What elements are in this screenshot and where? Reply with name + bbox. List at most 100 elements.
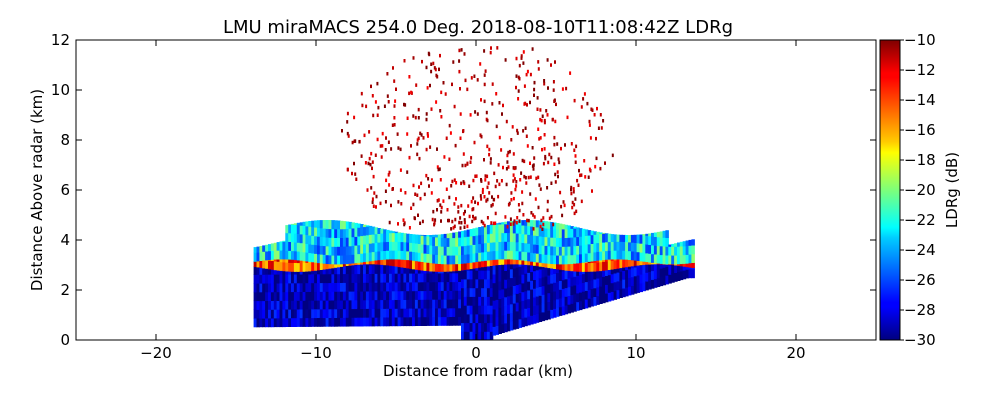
ldr-cell <box>268 259 272 270</box>
noise-echo <box>546 186 549 190</box>
noise-echo <box>508 149 511 154</box>
ldr-cell <box>256 291 260 302</box>
noise-echo <box>488 152 491 157</box>
ldr-cell <box>437 245 442 256</box>
ldr-cell <box>556 223 560 230</box>
ldr-cell <box>435 254 439 264</box>
noise-echo <box>393 123 396 127</box>
ldr-cell <box>593 296 597 306</box>
ldr-cell <box>259 251 263 261</box>
ldr-cell <box>584 262 589 272</box>
ldr-cell <box>365 226 370 236</box>
ldr-cell <box>656 268 661 279</box>
noise-echo <box>471 219 474 224</box>
ldr-cell <box>354 299 358 310</box>
ldr-cell <box>314 235 318 246</box>
ldr-cell <box>579 283 583 293</box>
noise-echo <box>416 138 419 142</box>
ldr-cell <box>538 266 543 270</box>
noise-echo <box>570 191 573 196</box>
ldr-cell <box>342 282 347 292</box>
ldr-cell <box>334 255 338 265</box>
ldr-cell <box>397 299 402 309</box>
noise-echo <box>371 94 374 98</box>
x-tick-label: −20 <box>140 344 172 362</box>
ldr-cell <box>561 297 566 307</box>
ldr-cell <box>443 237 448 247</box>
ldr-cell <box>293 259 298 263</box>
ldr-cell <box>276 317 281 328</box>
ldr-cell <box>642 252 646 262</box>
ldr-cell <box>302 291 307 301</box>
ldr-cell <box>478 234 482 245</box>
ldr-cell <box>596 242 600 252</box>
ldr-cell <box>397 232 402 234</box>
y-tick-label: 10 <box>51 81 70 99</box>
ldr-cell <box>492 273 497 284</box>
ldr-cell <box>642 273 646 283</box>
ldr-cell <box>481 305 485 315</box>
ldr-cell <box>374 264 379 274</box>
ldr-cell <box>302 234 307 244</box>
ldr-cell <box>455 237 459 247</box>
ldr-cell <box>276 269 281 275</box>
ldr-cell <box>311 261 315 272</box>
ldr-cell <box>279 261 283 271</box>
ldr-cell <box>521 291 525 301</box>
ldr-cell <box>403 290 407 300</box>
ldr-cell <box>440 263 445 272</box>
noise-echo <box>529 72 532 77</box>
ldr-cell <box>616 234 620 242</box>
ldr-cell <box>509 223 514 234</box>
ldr-cell <box>472 322 476 332</box>
ldr-cell <box>593 287 597 297</box>
ldr-cell <box>437 307 442 318</box>
ldr-cell <box>351 317 355 327</box>
ldr-cell <box>541 268 546 278</box>
ldr-cell <box>340 308 344 318</box>
ldr-cell <box>535 278 540 288</box>
ldr-cell <box>533 279 537 289</box>
ldr-cell <box>365 252 370 262</box>
ldr-cell <box>553 263 557 269</box>
ldr-cell <box>282 300 286 310</box>
ldr-cell <box>308 261 312 263</box>
noise-echo <box>512 179 515 183</box>
ldr-cell <box>561 269 566 272</box>
ldr-cell <box>429 270 433 274</box>
ldr-cell <box>495 290 499 300</box>
ldr-cell <box>541 245 546 255</box>
noise-echo <box>586 101 589 106</box>
ldr-cell <box>293 224 298 234</box>
ldr-cell <box>314 244 318 254</box>
ldr-cell <box>389 290 393 301</box>
ldr-cell <box>518 274 523 285</box>
ldr-cell <box>406 290 410 300</box>
ldr-cell <box>383 229 387 234</box>
ldr-cell <box>383 259 387 266</box>
noise-echo <box>463 218 466 222</box>
noise-echo <box>538 183 541 187</box>
ldr-cell <box>417 243 422 253</box>
noise-echo <box>412 202 415 207</box>
noise-echo <box>483 73 486 77</box>
ldr-cell <box>452 263 456 272</box>
ldr-cell <box>351 236 355 246</box>
noise-echo <box>590 107 593 111</box>
ldr-cell <box>553 254 557 265</box>
ldr-cell <box>561 279 566 289</box>
noise-echo <box>578 168 580 173</box>
ldr-cell <box>651 279 655 289</box>
noise-echo <box>476 112 479 116</box>
ldr-cell <box>334 220 338 230</box>
noise-echo <box>425 117 428 122</box>
ldr-cell <box>348 245 353 256</box>
noise-echo <box>439 109 442 113</box>
ldr-cell <box>567 225 571 230</box>
ldr-cell <box>391 258 396 267</box>
y-tick-label: 2 <box>60 281 70 299</box>
ldr-cell <box>288 291 292 301</box>
ldr-cell <box>688 267 692 270</box>
ldr-cell <box>458 281 462 291</box>
ldr-cell <box>530 297 534 308</box>
